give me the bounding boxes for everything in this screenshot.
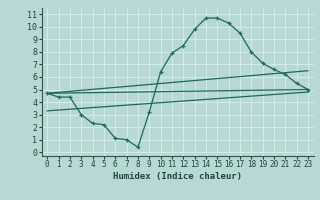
X-axis label: Humidex (Indice chaleur): Humidex (Indice chaleur) — [113, 172, 242, 181]
